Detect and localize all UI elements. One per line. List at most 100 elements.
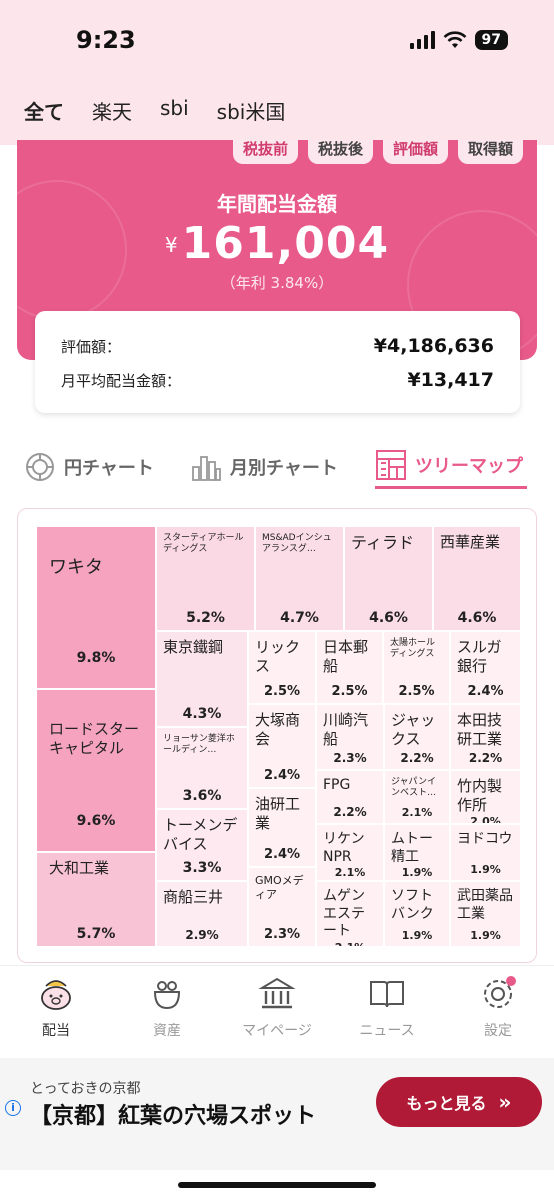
treemap-cell-value: 2.0% <box>470 814 501 824</box>
treemap-cell-value: 2.3% <box>333 751 367 765</box>
treemap-cell-value: 4.6% <box>369 610 408 626</box>
treemap-cell[interactable]: 大塚商会 2.4% <box>248 704 316 788</box>
treemap-cell-name: ロードスター キャピタル <box>49 720 140 757</box>
treemap-cell[interactable]: ジャパンインベスト… 2.1% <box>384 770 450 824</box>
nav-dividend[interactable]: 配当 <box>6 974 106 1040</box>
treemap-cell[interactable]: 川崎汽船 2.3% <box>316 704 384 770</box>
treemap-cell-name: 大和工業 <box>49 859 110 877</box>
status-time: 9:23 <box>76 26 136 54</box>
treemap-cell-value: 2.5% <box>263 684 301 699</box>
pie-chart-label: 円チャート <box>64 458 154 479</box>
treemap-cell-value: 2.2% <box>468 751 503 765</box>
treemap-cell-name: 竹内製作所 <box>457 777 503 814</box>
treemap-cell[interactable]: 本田技研工業 2.2% <box>450 704 521 770</box>
treemap-cell[interactable]: リケンNPR 2.1% <box>316 824 384 881</box>
tab-monthly-chart[interactable]: 月別チャート <box>190 450 338 484</box>
treemap-cell[interactable]: 油研工業 2.4% <box>248 788 316 867</box>
settings-badge <box>506 976 516 986</box>
treemap-cell-value: 1.9% <box>401 866 433 879</box>
treemap-label: ツリーマップ <box>415 456 523 477</box>
ad-banner[interactable]: i とっておきの京都 【京都】紅葉の穴場スポット もっと見る » <box>0 1058 554 1170</box>
tab-sbi-us[interactable]: sbi米国 <box>216 100 286 124</box>
tab-all[interactable]: 全て <box>24 100 64 124</box>
valuation-toggle[interactable]: 評価額 <box>382 140 448 164</box>
treemap-cell-name: MS&ADインシュアランスグ… <box>262 533 332 555</box>
treemap-cell-name: 本田技研工業 <box>457 711 503 748</box>
aftertax-toggle[interactable]: 税抜後 <box>307 140 373 164</box>
treemap-cell-name: GMOメディア <box>255 874 304 901</box>
annual-dividend-value: 161,004 <box>181 218 390 269</box>
treemap-cell-name: 東京鐵鋼 <box>163 638 224 656</box>
treemap-cell[interactable]: 武田薬品工業 1.9% <box>450 881 521 947</box>
tab-rakuten[interactable]: 楽天 <box>92 100 132 124</box>
treemap-cell-name: 太陽ホールディングス <box>390 638 436 660</box>
app-header: 9:23 97 全て 楽天 sbi sbi米国 <box>0 0 554 145</box>
treemap-cell-value: 2.4% <box>263 847 301 862</box>
treemap-cell[interactable]: リョーサン菱洋ホールディン… 3.6% <box>156 727 248 809</box>
acquisition-toggle[interactable]: 取得額 <box>457 140 523 164</box>
treemap-cell-name: ムゲンエステート <box>323 888 365 939</box>
treemap-cell[interactable]: ムトー精工 1.9% <box>384 824 450 881</box>
treemap-cell-name: ワキタ <box>49 557 103 578</box>
tax-toggle-group: 税抜前 税抜後 評価額 取得額 <box>232 140 523 164</box>
treemap-cell-name: 油研工業 <box>255 795 301 832</box>
nav-assets[interactable]: 資産 <box>117 974 217 1040</box>
tab-pie-chart[interactable]: 円チャート <box>24 450 154 484</box>
treemap-cell-value: 2.2% <box>400 751 434 765</box>
treemap-cell[interactable]: 日本郵船 2.5% <box>316 631 383 704</box>
treemap-cell-value: 3.3% <box>182 860 222 876</box>
treemap-cell[interactable]: GMOメディア 2.3% <box>248 867 316 947</box>
treemap-cell[interactable]: ジャックス 2.2% <box>384 704 450 770</box>
treemap-cell[interactable]: MS&ADインシュアランスグ… 4.7% <box>255 526 344 631</box>
valuation-row: 評価額： ¥4,186,636 <box>61 335 494 357</box>
treemap-cell-name: FPG <box>323 777 351 793</box>
treemap-cell[interactable]: ロードスター キャピタル 9.6% <box>36 689 156 852</box>
treemap-cell-value: 2.2% <box>333 805 367 819</box>
treemap-cell-name: 日本郵船 <box>323 638 369 675</box>
nav-news[interactable]: ニュース <box>337 974 437 1040</box>
treemap-cell-name: リケンNPR <box>323 831 365 865</box>
treemap-cell[interactable]: 太陽ホールディングス 2.5% <box>383 631 450 704</box>
treemap-cell[interactable]: 商船三井 2.9% <box>156 881 248 947</box>
treemap-icon <box>376 450 406 480</box>
nav-mypage[interactable]: マイページ <box>227 974 327 1040</box>
treemap-cell[interactable]: ソフトバンク 1.9% <box>384 881 450 947</box>
ad-info-icon[interactable]: i <box>5 1100 21 1116</box>
valuation-value: ¥4,186,636 <box>373 335 494 357</box>
treemap-cell[interactable]: ティラド 4.6% <box>344 526 433 631</box>
annual-dividend-label: 年間配当金額 <box>217 192 337 216</box>
currency-symbol: ¥ <box>164 233 178 257</box>
treemap-cell-value: 1.9% <box>470 863 501 876</box>
signal-icon <box>409 31 435 49</box>
wifi-icon <box>443 31 466 48</box>
treemap-cell[interactable]: ヨドコウ 1.9% <box>450 824 521 881</box>
treemap-cell-value: 1.9% <box>470 929 501 942</box>
treemap-cell[interactable]: リックス 2.5% <box>248 631 316 704</box>
treemap-cell[interactable]: 西華産業 4.6% <box>433 526 521 631</box>
treemap-cell[interactable]: スターティアホールディングス 5.2% <box>156 526 255 631</box>
double-chevron-icon: » <box>498 1090 512 1114</box>
treemap-cell-value: 3.6% <box>182 788 222 804</box>
treemap-cell[interactable]: 大和工業 5.7% <box>36 852 156 947</box>
tab-treemap[interactable]: ツリーマップ <box>375 448 523 482</box>
treemap-cell[interactable]: ワキタ 9.8% <box>36 526 156 689</box>
tab-sbi[interactable]: sbi <box>160 96 189 120</box>
treemap-cell-value: 2.1% <box>401 806 433 819</box>
monthly-row: 月平均配当金額： ¥13,417 <box>61 369 494 391</box>
home-indicator <box>178 1182 376 1188</box>
ad-more-button[interactable]: もっと見る » <box>376 1077 542 1127</box>
pretax-toggle[interactable]: 税抜前 <box>232 140 298 164</box>
treemap-cell[interactable]: 東京鐵鋼 4.3% <box>156 631 248 727</box>
treemap-cell-name: 武田薬品工業 <box>457 888 513 922</box>
nav-settings[interactable]: 設定 <box>448 974 548 1040</box>
ad-subtitle: とっておきの京都 <box>30 1081 141 1097</box>
treemap-cell[interactable]: FPG 2.2% <box>316 770 384 824</box>
treemap-cell[interactable]: スルガ銀行 2.4% <box>450 631 521 704</box>
treemap-cell[interactable]: ムゲンエステート 2.1% <box>316 881 384 947</box>
battery-indicator: 97 <box>474 30 508 50</box>
treemap-cell-value: 1.9% <box>401 929 433 942</box>
treemap-cell-name: 商船三井 <box>163 888 224 906</box>
treemap-cell[interactable]: トーメンデバイス 3.3% <box>156 809 248 881</box>
nav-news-label: ニュース <box>359 1023 415 1039</box>
treemap-cell[interactable]: 竹内製作所 2.0% <box>450 770 521 824</box>
